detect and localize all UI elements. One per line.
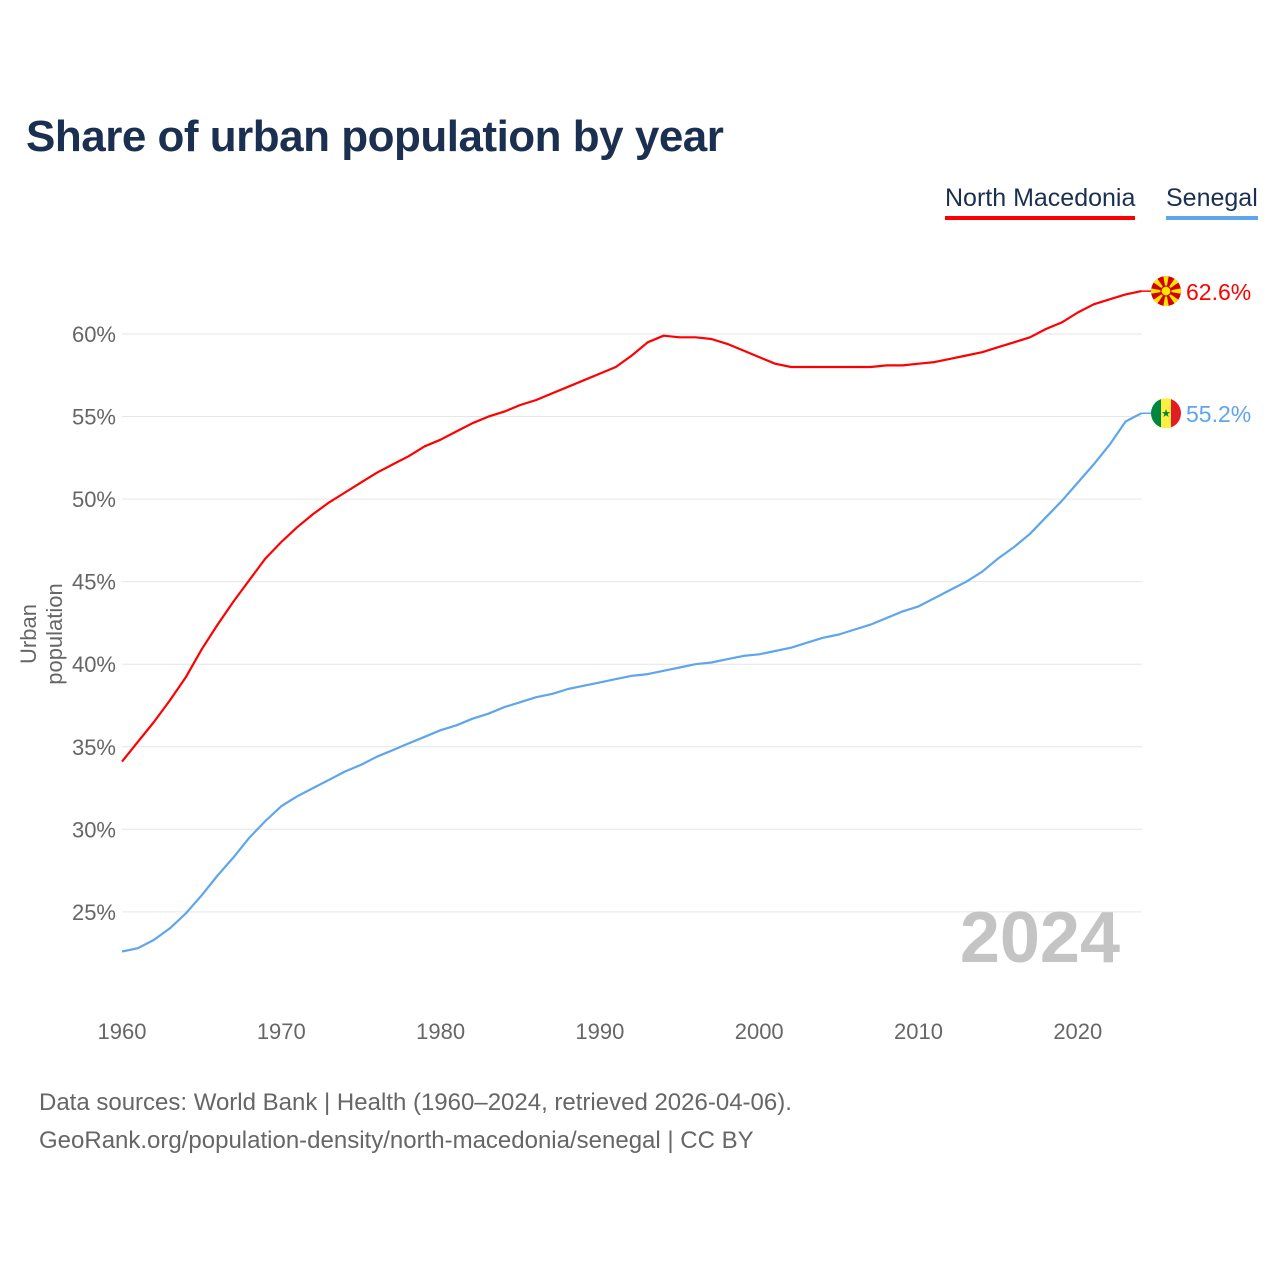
y-tick-label: 25% [72,900,116,925]
legend-senegal[interactable]: Senegal [1166,184,1258,220]
source-link[interactable]: GeoRank.org/population-density/north-mac… [39,1127,754,1154]
flag-yellow [1161,398,1171,429]
y-tick-label: 60% [72,322,116,347]
y-tick-label: 50% [72,487,116,512]
x-tick-label: 2010 [894,1019,943,1044]
sun-ray [1151,287,1166,295]
flag-green [1151,398,1161,429]
x-tick-label: 1980 [416,1019,465,1044]
y-tick-label: 35% [72,735,116,760]
flag-body [1151,276,1181,307]
end-value-label: 55.2% [1186,401,1251,427]
x-tick-label: 1970 [257,1019,306,1044]
x-tick-label: 2000 [735,1019,784,1044]
flag-body: ★ [1151,398,1181,429]
chart-title: Share of urban population by year [26,112,724,161]
y-tick-label: 30% [72,817,116,842]
flag-red [1171,398,1181,429]
data-source: Data sources: World Bank | Health (1960–… [39,1089,792,1116]
year-watermark: 2024 [960,898,1120,978]
y-tick-label: 45% [72,570,116,595]
sun-ray [1162,291,1170,307]
senegal-flag-icon: ★ [1151,398,1181,429]
legend-north-macedonia[interactable]: North Macedonia [945,184,1136,220]
x-tick-label: 2020 [1053,1019,1102,1044]
y-tick-label: 55% [72,405,116,430]
sun-disc [1160,285,1172,297]
x-tick-label: 1960 [98,1019,147,1044]
series-line-north-macedonia [121,290,1142,763]
star-icon: ★ [1161,408,1171,420]
y-tick-label: 40% [72,652,116,677]
x-tick-label: 1990 [575,1019,624,1044]
series-line-senegal [121,412,1143,953]
end-value-label: 62.6% [1186,279,1251,305]
north-macedonia-flag-icon [1151,276,1181,307]
sun-ray [1166,287,1181,295]
sun-ray [1162,276,1170,292]
